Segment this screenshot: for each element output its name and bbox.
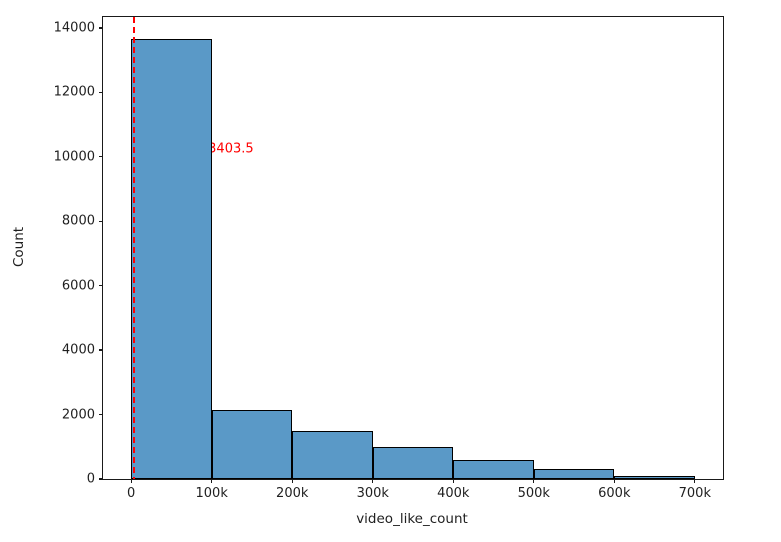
median-line — [132, 17, 135, 479]
y-tick-label: 6000 — [61, 278, 95, 294]
x-tick-mark — [613, 479, 615, 483]
histogram-bar — [614, 476, 695, 479]
x-tick-label: 600k — [598, 486, 631, 501]
y-tick-mark — [99, 27, 103, 29]
x-tick-mark — [372, 479, 374, 483]
histogram-bar — [372, 447, 454, 479]
histogram-bar — [533, 469, 615, 479]
y-tick-mark — [99, 91, 103, 94]
x-tick-label: 300k — [356, 486, 389, 501]
y-tick-label: 2000 — [61, 407, 95, 423]
x-tick-label: 400k — [437, 486, 470, 501]
y-tick-label: 4000 — [61, 342, 95, 358]
histogram-bar — [131, 39, 212, 479]
x-axis-label: video_like_count — [356, 511, 468, 527]
histogram-bar — [211, 410, 293, 479]
y-tick-label: 10000 — [53, 149, 95, 165]
x-tick-label: 700k — [678, 486, 711, 501]
x-tick-label: 0 — [127, 486, 136, 501]
histogram-bar — [453, 459, 534, 479]
x-tick-label: 200k — [276, 486, 309, 501]
x-tick-mark — [211, 479, 213, 483]
y-tick-label: 0 — [86, 471, 95, 487]
x-tick-mark — [130, 479, 132, 483]
y-tick-mark — [99, 156, 103, 158]
plot-area: median: 3403.5 0100k200k300k400k500k600k… — [54, 16, 724, 501]
y-axis-label: Count — [11, 226, 27, 268]
x-tick-mark — [533, 479, 535, 483]
y-tick-label: 8000 — [61, 213, 95, 229]
x-tick-label: 500k — [517, 486, 550, 501]
y-tick-label: 12000 — [53, 84, 95, 100]
x-tick-mark — [291, 479, 293, 483]
y-tick-mark — [99, 413, 103, 416]
histogram-bar — [292, 431, 373, 479]
y-tick-mark — [99, 349, 103, 351]
y-tick-mark — [99, 285, 103, 287]
x-tick-label: 100k — [195, 486, 228, 501]
x-tick-mark — [694, 479, 696, 483]
y-tick-label: 14000 — [53, 20, 95, 36]
y-tick-mark — [99, 478, 103, 480]
x-tick-mark — [452, 479, 454, 483]
y-tick-mark — [99, 220, 103, 222]
